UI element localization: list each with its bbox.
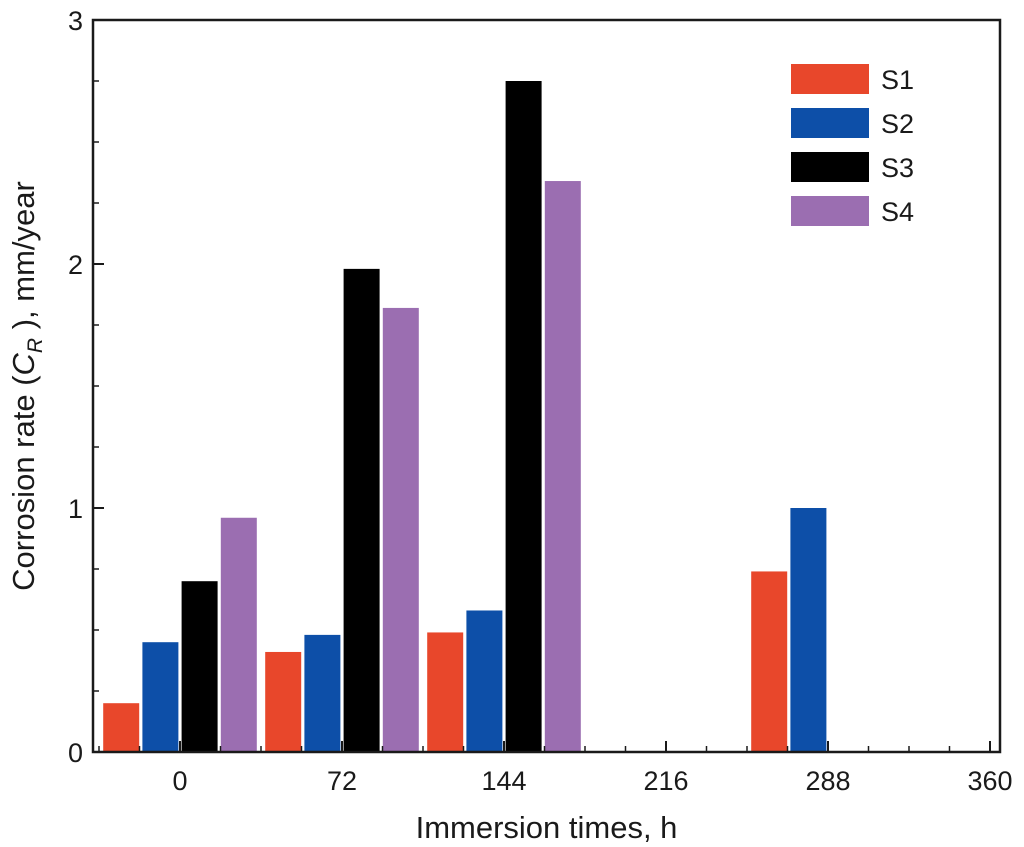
legend-swatch-s4 — [791, 196, 869, 226]
legend-label-s1: S1 — [881, 65, 914, 95]
bar-s2-288 — [790, 508, 827, 752]
bar-s3-0 — [181, 581, 218, 752]
legend-swatch-s1 — [791, 64, 869, 94]
bars-group — [103, 81, 827, 753]
legend-swatch-s3 — [791, 152, 869, 182]
x-tick-label: 72 — [327, 766, 357, 796]
ticks-group: 0 72 144 216 288 360 0 1 2 3 — [68, 6, 1013, 796]
bar-s4-72 — [382, 307, 419, 752]
bar-s3-72 — [343, 268, 380, 752]
y-axis-title-variable: C — [6, 352, 41, 375]
y-axis-title-subscript: R — [24, 338, 47, 353]
legend-label-s4: S4 — [881, 197, 914, 227]
legend-swatch-s2 — [791, 108, 869, 138]
x-tick-label: 216 — [643, 766, 688, 796]
legend-label-s3: S3 — [881, 153, 914, 183]
bar-s1-0 — [103, 703, 140, 752]
x-tick-label: 144 — [481, 766, 526, 796]
bar-s2-0 — [142, 642, 179, 752]
x-axis-title: Immersion times, h — [416, 810, 678, 845]
bar-s1-144 — [427, 632, 464, 752]
y-tick-label: 1 — [68, 494, 83, 524]
legend-label-s2: S2 — [881, 109, 914, 139]
x-tick-label: 360 — [967, 766, 1012, 796]
y-tick-label: 0 — [68, 738, 83, 768]
bar-s2-144 — [466, 610, 503, 752]
y-axis-title-suffix: ), mm/year — [6, 181, 41, 338]
bar-s4-144 — [544, 181, 581, 753]
y-axis-title-prefix: Corrosion rate ( — [6, 375, 41, 591]
bar-s2-72 — [304, 634, 341, 752]
x-tick-label: 0 — [172, 766, 187, 796]
bar-s1-288 — [751, 571, 788, 752]
bar-s1-72 — [265, 651, 302, 752]
y-axis-title: Corrosion rate (CR ), mm/year — [6, 181, 47, 591]
x-tick-label: 288 — [805, 766, 850, 796]
bar-s4-0 — [220, 517, 257, 752]
y-tick-label: 3 — [68, 6, 83, 36]
legend: S1 S2 S3 S4 — [791, 64, 914, 227]
bar-s3-144 — [505, 81, 542, 752]
y-tick-label: 2 — [68, 250, 83, 280]
